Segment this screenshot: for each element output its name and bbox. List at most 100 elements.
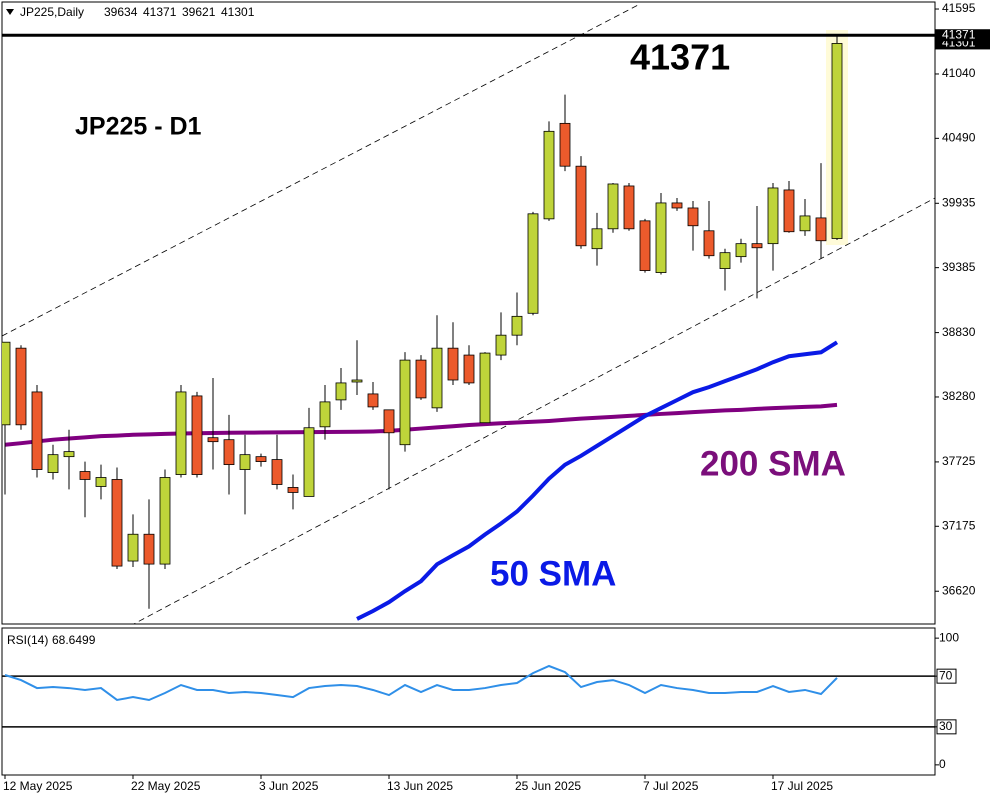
x-tick-label: 17 Jul 2025: [771, 779, 833, 793]
candle-body: [703, 230, 715, 257]
candle-body: [655, 202, 667, 273]
annotation: JP225 - D1: [75, 113, 202, 141]
y-tick-label: 41040: [942, 66, 976, 80]
high-tag-label: 41371: [942, 27, 976, 41]
main-frame: [1, 1, 936, 625]
y-tick-label: 37725: [942, 454, 976, 468]
candle-body: [47, 454, 59, 473]
y-tick-label: 0: [939, 757, 946, 771]
x-tick-label: 13 Jun 2025: [387, 779, 453, 793]
y-tick-label: 39385: [942, 260, 976, 274]
candle-body: [127, 533, 139, 562]
candle-body: [143, 533, 155, 565]
candle-body: [111, 479, 123, 567]
candle-body: [543, 130, 555, 220]
candle-body: [623, 185, 635, 230]
candle-body: [607, 183, 619, 230]
candle-body: [575, 165, 587, 247]
candle-body: [479, 352, 491, 424]
candle-body: [463, 354, 475, 384]
rsi-line: [4, 664, 838, 702]
channel-lower: [132, 197, 935, 624]
menu-arrow: [6, 9, 14, 15]
candle-body: [79, 471, 91, 480]
candle-body: [447, 347, 459, 381]
candle-body: [767, 187, 779, 245]
main-plot: [2, 33, 935, 621]
candle-body: [2, 341, 11, 426]
candle-body: [159, 477, 171, 565]
candle-body: [351, 379, 363, 383]
header-low: 39621: [182, 5, 216, 19]
candle-body: [751, 243, 763, 249]
candle-body: [367, 393, 379, 408]
candle-body: [15, 347, 27, 426]
candle-body: [415, 359, 427, 399]
rsi-plot: [2, 664, 935, 728]
channel: [2, 3, 935, 624]
candle-body: [671, 202, 683, 209]
axes: 36620 37175 37725 38280 38830 39385 39935 40490…: [3, 1, 990, 793]
candle-body: [223, 439, 235, 466]
y-tick-label: 39935: [942, 195, 976, 209]
x-tick-label: 22 May 2025: [131, 779, 201, 793]
high-tag: [935, 29, 990, 42]
candle-body: [63, 451, 75, 458]
candle-body: [399, 359, 411, 446]
y-tick-label: 40490: [942, 131, 976, 145]
header-close: 41301: [221, 5, 255, 19]
candle-body: [815, 217, 827, 242]
y-tick-label: 100: [939, 630, 959, 644]
candle-body: [719, 252, 731, 269]
candle-body: [639, 220, 651, 271]
candle-body: [31, 391, 43, 470]
header-open: 39634: [104, 5, 138, 19]
x-tick-label: 25 Jun 2025: [515, 779, 581, 793]
candle-body: [687, 207, 699, 227]
candle-body: [287, 487, 299, 493]
candle-body: [175, 391, 187, 475]
rsi-value: 68.6499: [52, 633, 96, 647]
candle-body: [303, 427, 315, 497]
header-high: 41371: [143, 5, 177, 19]
y-tick-label: 30: [939, 719, 953, 733]
candle-body: [559, 122, 571, 167]
y-tick-label: 38830: [942, 325, 976, 339]
x-tick-label: 7 Jul 2025: [643, 779, 699, 793]
y-tick-label: 38280: [942, 389, 976, 403]
x-tick-label: 12 May 2025: [3, 779, 73, 793]
y-tick-label: 70: [939, 668, 953, 682]
candle-body: [191, 395, 203, 475]
candle-body: [271, 459, 283, 485]
high-annotation: 41371: [630, 37, 730, 78]
y-tick-label: 41595: [942, 1, 976, 15]
candle-body: [95, 477, 107, 487]
level-tag: [936, 668, 957, 684]
candle-body: [335, 382, 347, 401]
sma50-label: 50 SMA: [490, 554, 616, 593]
candle-body: [735, 243, 747, 258]
y-tick-label: 36620: [942, 583, 976, 597]
rsi-frame: [1, 627, 936, 776]
y-tick-label: 37175: [942, 518, 976, 532]
candle-body: [511, 315, 523, 336]
x-tick-label: 3 Jun 2025: [259, 779, 319, 793]
candle-body: [383, 409, 395, 434]
candle-body: [527, 213, 539, 314]
candle-body: [783, 189, 795, 233]
candle-body: [319, 401, 331, 428]
candle-body: [495, 334, 507, 356]
candle-body: [255, 456, 267, 462]
level-tag: [936, 719, 957, 735]
candle-body: [239, 454, 251, 470]
candle-body: [207, 437, 219, 443]
chart-title: JP225,Daily: [20, 5, 84, 19]
sma-line: [356, 340, 839, 621]
candle-body: [799, 215, 811, 232]
candle-body: [431, 347, 443, 409]
rsi-title: RSI(14): [7, 633, 48, 647]
candle-body: [591, 228, 603, 250]
sma200-label: 200 SMA: [700, 444, 846, 483]
sma-line: [4, 402, 838, 447]
